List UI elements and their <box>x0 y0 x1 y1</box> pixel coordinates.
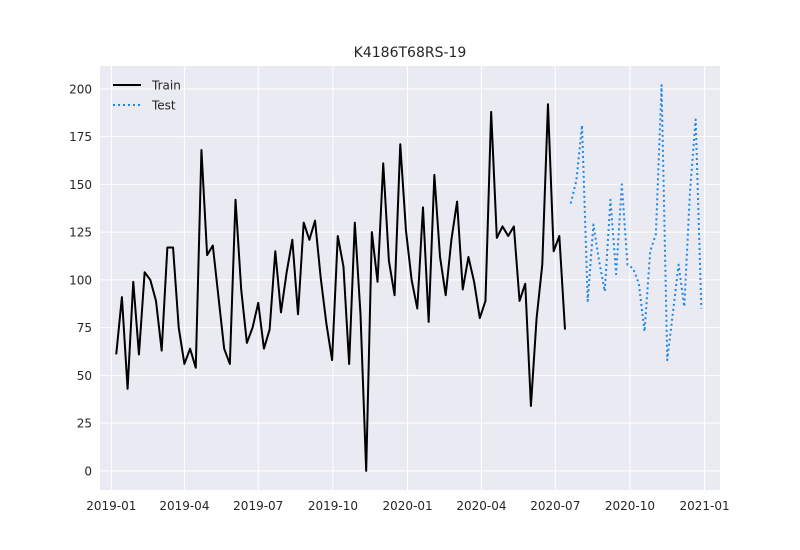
y-tick-label: 50 <box>77 369 92 383</box>
x-tick-label: 2019-07 <box>233 499 283 513</box>
y-tick-label: 25 <box>77 417 92 431</box>
y-tick-label: 75 <box>77 321 92 335</box>
y-axis-tick-labels: 0 25 50 75 100 125 150 175 200 <box>69 82 92 478</box>
y-tick-label: 125 <box>69 226 92 240</box>
y-tick-label: 150 <box>69 178 92 192</box>
x-tick-label: 2020-04 <box>456 499 506 513</box>
series-layer <box>115 84 703 472</box>
x-axis-tick-labels: 2019-01 2019-04 2019-07 2019-10 2020-01 2020-… <box>86 499 729 513</box>
series-line-train <box>115 103 566 472</box>
plot-background <box>100 66 720 490</box>
legend-test-label: Test <box>151 99 176 113</box>
x-tick-label: 2019-04 <box>159 499 209 513</box>
x-tick-label: 2020-10 <box>605 499 655 513</box>
x-tick-label: 2020-01 <box>382 499 432 513</box>
x-tick-label: 2021-01 <box>680 499 730 513</box>
x-tick-label: 2019-01 <box>86 499 136 513</box>
legend: Train Test <box>113 79 181 113</box>
y-tick-label: 200 <box>69 82 92 96</box>
series-line-test <box>569 84 703 362</box>
y-tick-label: 100 <box>69 273 92 287</box>
grid-lines <box>100 66 720 490</box>
legend-train-label: Train <box>151 79 181 93</box>
x-tick-label: 2020-07 <box>530 499 580 513</box>
x-tick-label: 2019-10 <box>308 499 358 513</box>
y-tick-label: 175 <box>69 130 92 144</box>
y-tick-label: 0 <box>84 464 92 478</box>
chart-title: K4186T68RS-19 <box>354 45 467 61</box>
